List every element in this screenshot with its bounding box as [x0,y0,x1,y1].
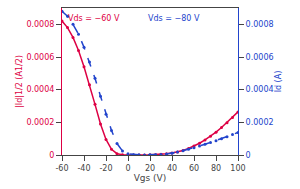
svg-text:40: 40 [167,164,177,173]
svg-text:Vds = −80 V: Vds = −80 V [148,14,200,23]
svg-text:100: 100 [230,164,245,173]
svg-text:-60: -60 [55,164,68,173]
svg-text:0.0004: 0.0004 [246,85,274,94]
svg-text:-40: -40 [77,164,90,173]
svg-text:0: 0 [49,151,54,160]
svg-text:Vds = −60 V: Vds = −60 V [68,14,120,23]
svg-text:80: 80 [211,164,221,173]
svg-text:0.0006: 0.0006 [26,53,54,62]
svg-text:0.0008: 0.0008 [26,20,54,29]
svg-text:0.0004: 0.0004 [26,85,54,94]
svg-text:0.0006: 0.0006 [246,53,274,62]
svg-text:0: 0 [125,164,130,173]
svg-text:0: 0 [246,151,251,160]
svg-text:60: 60 [189,164,199,173]
svg-text:Id (A): Id (A) [274,71,283,93]
svg-text:Vgs (V): Vgs (V) [134,173,167,183]
svg-text:20: 20 [145,164,155,173]
svg-text:0.0008: 0.0008 [246,20,274,29]
svg-text:-20: -20 [99,164,112,173]
svg-text:0.0002: 0.0002 [246,118,274,127]
svg-text:0.0002: 0.0002 [26,118,54,127]
svg-text:|Id|1/2 (A1/2): |Id|1/2 (A1/2) [15,55,24,108]
